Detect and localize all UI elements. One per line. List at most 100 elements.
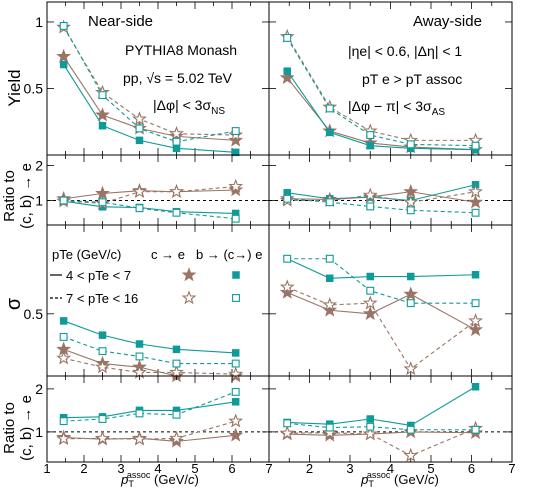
data-point-s1-sigma-away-side-3 bbox=[406, 272, 415, 281]
data-point-s2-sigma-away-side-3 bbox=[403, 361, 419, 376]
data-point-s3-yield-away-side-4 bbox=[471, 141, 480, 150]
x-tick-label-away-side: 7 bbox=[508, 461, 515, 476]
data-point-s3-yield-ratio-away-side-4 bbox=[471, 208, 480, 217]
data-point-s3-sigma-ratio-near-side-4 bbox=[231, 387, 240, 396]
data-point-s0-sigma-away-side-4 bbox=[468, 322, 483, 337]
label-generator: PYTHIA8 Monash bbox=[125, 42, 237, 58]
series-line-3-sigma-ratio-near-side bbox=[63, 391, 236, 422]
data-point-s1-sigma-near-side-3 bbox=[172, 345, 181, 354]
x-tick-label-near-side: 4 bbox=[154, 461, 161, 476]
legend-marker-be-row2 bbox=[232, 294, 240, 302]
data-point-s0-yield-ratio-away-side-4 bbox=[468, 194, 483, 209]
x-tick-label-away-side: 4 bbox=[387, 461, 394, 476]
x-tick-label-away-side: 6 bbox=[468, 461, 475, 476]
data-point-s3-sigma-ratio-away-side-2 bbox=[366, 422, 375, 431]
data-point-s3-sigma-away-side-1 bbox=[325, 254, 334, 263]
data-point-s2-yield-ratio-away-side-3 bbox=[403, 194, 419, 209]
series-line-3-sigma-near-side bbox=[63, 336, 236, 365]
data-point-s2-sigma-away-side-2 bbox=[362, 295, 378, 310]
data-point-s1-yield-near-side-2 bbox=[135, 136, 144, 145]
data-point-s3-sigma-near-side-3 bbox=[172, 359, 181, 368]
data-point-s3-sigma-near-side-4 bbox=[231, 359, 240, 368]
data-point-s3-yield-ratio-away-side-1 bbox=[325, 198, 334, 207]
data-point-s1-sigma-away-side-4 bbox=[471, 270, 480, 279]
x-tick-label-away-side: 3 bbox=[346, 461, 353, 476]
data-point-s2-sigma-ratio-away-side-2 bbox=[362, 426, 378, 441]
series-line-3-yield-ratio-near-side bbox=[63, 199, 236, 220]
data-point-s3-sigma-ratio-near-side-2 bbox=[135, 409, 144, 418]
data-point-s3-yield-away-side-3 bbox=[406, 140, 415, 149]
data-point-s3-sigma-near-side-1 bbox=[98, 347, 107, 356]
data-point-s2-sigma-ratio-near-side-4 bbox=[228, 413, 244, 428]
series-line-1-sigma-near-side bbox=[63, 320, 236, 354]
label-near-cut: |Δφ| < 3σNS bbox=[153, 97, 225, 117]
legend-col-ce: c → e bbox=[151, 247, 185, 262]
data-point-s2-yield-ratio-near-side-2 bbox=[132, 183, 147, 199]
data-point-s2-sigma-near-side-2 bbox=[132, 364, 147, 379]
data-point-s2-sigma-ratio-away-side-0 bbox=[279, 425, 295, 440]
data-point-s1-yield-near-side-4 bbox=[231, 148, 240, 157]
data-point-s3-sigma-ratio-away-side-0 bbox=[283, 419, 292, 428]
series-line-1-yield-ratio-near-side bbox=[63, 200, 236, 214]
series-line-3-yield-ratio-away-side bbox=[287, 198, 476, 214]
legend-col-be: b → (c→) e bbox=[196, 247, 262, 262]
legend-row1: 4 < pTe < 7 bbox=[66, 268, 131, 283]
x-tick-label-away-side: 2 bbox=[306, 461, 313, 476]
y-tick-label-yield-ratio: 1 bbox=[35, 193, 43, 209]
series-line-3-sigma-ratio-away-side bbox=[287, 422, 476, 431]
data-point-s3-yield-ratio-away-side-0 bbox=[283, 194, 292, 203]
data-point-s3-yield-ratio-near-side-0 bbox=[59, 196, 68, 205]
series-line-0-sigma-ratio-near-side bbox=[63, 434, 236, 442]
data-point-s2-sigma-ratio-away-side-3 bbox=[403, 447, 419, 462]
y-label-yield: Yield bbox=[5, 69, 24, 106]
data-point-s0-sigma-away-side-2 bbox=[362, 306, 378, 321]
svg-text:Ratio to: Ratio to bbox=[1, 402, 18, 454]
series-line-2-sigma-away-side bbox=[287, 286, 476, 370]
y-tick-label-sigma-ratio: 1 bbox=[35, 424, 43, 440]
label-away-cut: |Δφ − π| < 3σAS bbox=[348, 98, 445, 118]
data-point-s2-sigma-away-side-0 bbox=[279, 279, 295, 294]
data-point-s1-yield-away-side-0 bbox=[283, 67, 291, 75]
data-point-s1-yield-near-side-1 bbox=[98, 121, 107, 130]
series-line-1-sigma-ratio-away-side bbox=[287, 386, 476, 427]
data-point-s2-sigma-ratio-near-side-3 bbox=[169, 430, 184, 445]
data-point-s2-sigma-ratio-away-side-1 bbox=[322, 424, 338, 440]
legend-header: pTe (GeV/c) bbox=[52, 247, 121, 262]
data-point-s3-yield-away-side-1 bbox=[325, 104, 334, 113]
series-line-2-sigma-ratio-away-side bbox=[287, 427, 476, 457]
data-point-s3-yield-near-side-0 bbox=[59, 21, 68, 30]
data-point-s3-sigma-away-side-0 bbox=[283, 254, 292, 263]
data-point-s1-sigma-near-side-4 bbox=[231, 349, 240, 357]
data-point-s2-sigma-away-side-1 bbox=[322, 297, 338, 312]
y-label-yield-ratio: Ratio to (c, b) → e bbox=[1, 163, 35, 229]
data-point-s3-yield-ratio-near-side-1 bbox=[98, 198, 107, 207]
label-collision: pp, √s = 5.02 TeV bbox=[123, 70, 233, 86]
data-point-s2-yield-near-side-3 bbox=[169, 125, 184, 141]
series-line-2-sigma-near-side bbox=[63, 357, 236, 375]
data-point-s1-sigma-near-side-0 bbox=[59, 317, 68, 325]
data-point-s1-yield-away-side-2 bbox=[366, 141, 374, 150]
series-line-2-sigma-ratio-near-side bbox=[63, 420, 236, 440]
data-point-s0-yield-away-side-0 bbox=[279, 70, 295, 85]
label-near-side: Near-side bbox=[88, 13, 153, 30]
data-point-s3-sigma-away-side-2 bbox=[366, 286, 375, 295]
y-label-sigma-ratio: Ratio to (c, b) → e bbox=[1, 395, 35, 461]
y-tick-label-sigma: 0.5 bbox=[24, 306, 44, 322]
data-point-s3-yield-ratio-near-side-3 bbox=[172, 208, 181, 217]
data-point-s3-yield-ratio-away-side-2 bbox=[366, 202, 375, 211]
x-tick-label-near-side: 6 bbox=[228, 461, 235, 476]
legend-marker-be-row1 bbox=[232, 271, 240, 279]
data-point-s1-yield-near-side-3 bbox=[172, 144, 181, 153]
data-point-s3-sigma-ratio-near-side-1 bbox=[98, 415, 107, 423]
data-point-s2-sigma-near-side-1 bbox=[95, 359, 110, 374]
x-tick-label-near-side: 1 bbox=[43, 461, 50, 476]
label-away-side: Away-side bbox=[413, 13, 482, 30]
data-point-s2-sigma-ratio-near-side-1 bbox=[95, 430, 110, 445]
legend-marker-ce-row1 bbox=[181, 267, 197, 282]
data-point-s0-yield-near-side-1 bbox=[95, 107, 110, 122]
data-point-s2-yield-ratio-away-side-4 bbox=[468, 183, 483, 199]
data-point-s1-sigma-ratio-near-side-4 bbox=[231, 398, 240, 406]
data-point-s1-sigma-away-side-2 bbox=[366, 272, 374, 281]
data-point-s2-sigma-near-side-3 bbox=[169, 364, 184, 379]
